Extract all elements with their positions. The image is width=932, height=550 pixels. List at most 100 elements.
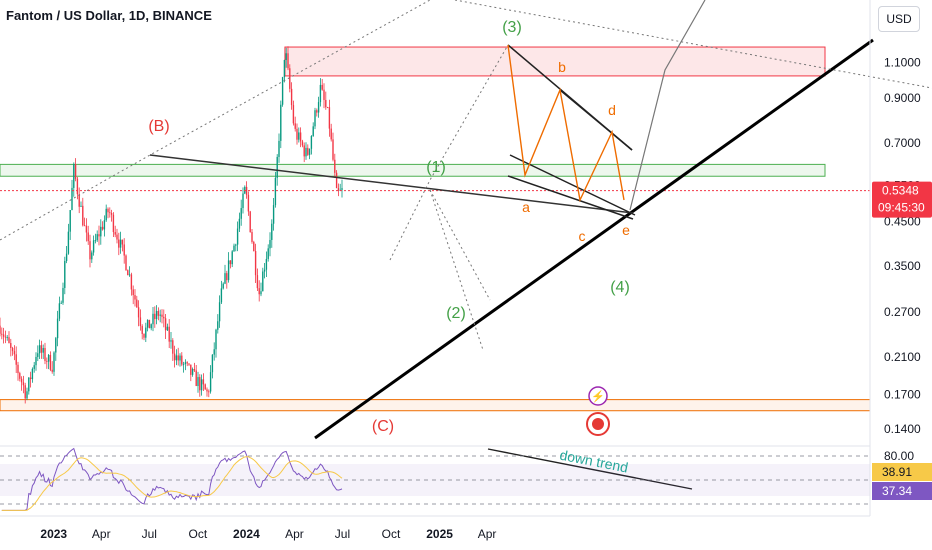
candle	[271, 219, 273, 248]
candle-body	[202, 379, 205, 385]
candle	[15, 346, 17, 374]
candle	[182, 361, 185, 373]
candle-body	[220, 288, 223, 303]
candle	[89, 234, 91, 268]
candle-body	[42, 348, 44, 353]
flag-event-icon[interactable]	[586, 412, 610, 436]
candle	[114, 225, 116, 238]
candle	[82, 197, 84, 227]
candle	[94, 233, 97, 244]
candle-body	[56, 318, 59, 339]
candle	[46, 357, 48, 369]
candle-body	[296, 128, 298, 140]
wave-label-wave_2: (2)	[446, 305, 466, 322]
candle-body	[20, 378, 23, 383]
candle-body	[134, 295, 136, 300]
candle-body	[334, 159, 336, 173]
candle	[127, 269, 129, 276]
candle-body	[215, 329, 217, 350]
candle	[148, 319, 151, 329]
flash-event-icon[interactable]: ⚡	[588, 386, 608, 406]
candle	[269, 232, 271, 257]
candle-body	[236, 228, 239, 245]
candle-body	[44, 348, 46, 361]
candle	[308, 148, 311, 160]
candle	[37, 345, 39, 362]
candle-body	[233, 245, 235, 252]
candle	[132, 285, 134, 305]
upper-channel-dotted	[0, 0, 431, 241]
candle-body	[11, 347, 14, 352]
wave-label-wave_C: (C)	[372, 418, 394, 435]
candle-body	[188, 363, 190, 365]
candle	[217, 314, 219, 334]
wave-label-wave_1: (1)	[426, 159, 446, 176]
candle	[60, 300, 62, 305]
candle	[100, 219, 102, 245]
candle-body	[271, 223, 273, 240]
candle	[62, 282, 64, 305]
candle	[202, 373, 205, 391]
candle-body	[40, 345, 43, 353]
candle	[17, 361, 19, 381]
candle	[233, 243, 235, 252]
candle-body	[330, 128, 332, 140]
candle	[26, 387, 28, 401]
candle-body	[299, 132, 302, 142]
candle-body	[17, 364, 19, 374]
candle	[20, 376, 23, 391]
candle	[137, 300, 140, 327]
candle-body	[62, 287, 64, 303]
candle	[298, 127, 300, 143]
candle	[28, 377, 30, 395]
candle-body	[200, 379, 203, 391]
candle-body	[109, 212, 111, 214]
candle-body	[163, 316, 165, 319]
triangle-b-line	[559, 89, 633, 151]
candle	[13, 345, 16, 361]
candle	[195, 365, 197, 387]
candle-body	[130, 274, 133, 290]
candle-body	[280, 104, 282, 141]
candle-body	[332, 139, 334, 160]
candle	[109, 207, 111, 218]
candle-body	[217, 321, 219, 330]
candle-body	[325, 99, 327, 108]
wave-label-wave_4: (4)	[610, 279, 630, 296]
candle	[11, 346, 14, 356]
candle	[215, 328, 217, 358]
candle-body	[303, 145, 305, 157]
candle-body	[141, 326, 143, 334]
candle-body	[224, 273, 226, 284]
candle-body	[204, 384, 206, 390]
candle	[166, 323, 169, 331]
resistance-trend-line	[149, 154, 634, 214]
candle	[123, 238, 125, 264]
candle-body	[287, 53, 289, 69]
candle-body	[251, 232, 253, 242]
candle	[213, 342, 215, 361]
candle	[103, 215, 106, 237]
candle-body	[22, 382, 25, 386]
currency-button[interactable]: USD	[878, 6, 920, 32]
candle-body	[4, 336, 7, 338]
candle	[256, 268, 259, 291]
candle	[155, 305, 158, 325]
candle-body	[208, 391, 210, 393]
candle	[265, 251, 268, 278]
last-price-label: 0.5348	[882, 184, 919, 198]
candle-body	[321, 84, 323, 90]
candle	[49, 351, 52, 372]
candle-body	[53, 352, 55, 372]
rsi-tick-label: 80.00	[884, 449, 914, 463]
candle-body	[114, 232, 116, 235]
candle	[218, 295, 221, 328]
candle-body	[197, 377, 199, 386]
candle	[222, 282, 224, 290]
candle-body	[71, 187, 73, 211]
candle-body	[127, 270, 129, 276]
candle	[245, 181, 248, 199]
price-tick-label: 0.4500	[884, 214, 921, 228]
rsi-ma-bg	[872, 482, 932, 500]
